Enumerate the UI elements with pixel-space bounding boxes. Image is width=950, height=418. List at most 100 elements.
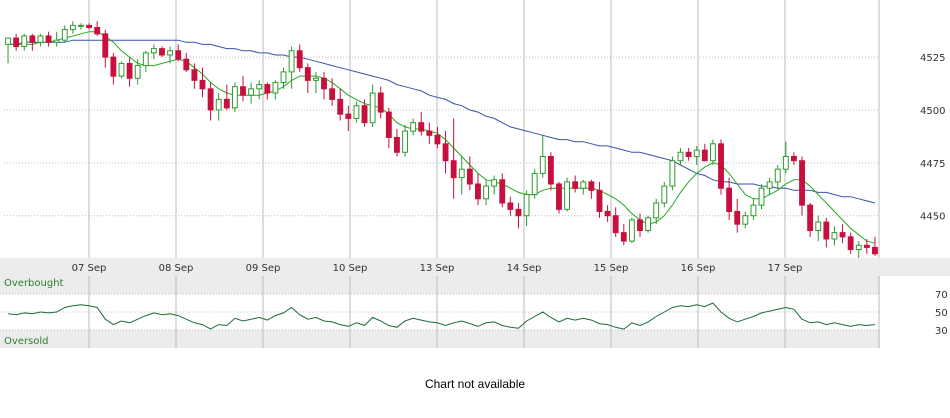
candle bbox=[531, 169, 538, 199]
candle bbox=[523, 190, 530, 227]
candlesticks bbox=[5, 21, 878, 258]
candle bbox=[304, 63, 311, 94]
candle bbox=[150, 44, 157, 60]
candle bbox=[215, 93, 222, 121]
candle bbox=[839, 224, 846, 244]
candle bbox=[572, 175, 579, 193]
time-x-axis: 07 Sep 08 Sep 09 Sep 10 Sep 13 Sep 14 Sep 15 S… bbox=[72, 263, 803, 274]
candle bbox=[507, 196, 514, 216]
candle bbox=[596, 181, 603, 218]
candle bbox=[442, 131, 449, 174]
candle bbox=[175, 44, 182, 62]
rsi-line bbox=[8, 302, 875, 330]
candle bbox=[774, 164, 781, 189]
candle bbox=[377, 86, 384, 119]
candle bbox=[661, 181, 668, 208]
candle bbox=[61, 25, 68, 43]
candle bbox=[256, 80, 263, 100]
price-chart: 4450 4475 4500 4525 07 Sep 08 Sep 09 Sep 10 Se… bbox=[0, 0, 950, 276]
x-tick-label: 09 Sep bbox=[246, 263, 281, 274]
candle bbox=[677, 148, 684, 165]
candle bbox=[207, 82, 214, 121]
candle bbox=[288, 46, 295, 89]
x-axis-band bbox=[0, 258, 950, 276]
candle bbox=[385, 107, 392, 149]
candle bbox=[669, 156, 676, 191]
candle bbox=[183, 52, 190, 72]
candle bbox=[807, 203, 814, 237]
candle bbox=[718, 139, 724, 195]
candle bbox=[5, 37, 11, 64]
price-y-axis: 4450 4475 4500 4525 bbox=[920, 53, 945, 223]
candle bbox=[823, 217, 830, 248]
candle bbox=[863, 238, 870, 254]
x-tick-label: 15 Sep bbox=[594, 263, 629, 274]
candle bbox=[750, 198, 757, 220]
candle bbox=[612, 207, 619, 237]
slow-moving-average-line bbox=[8, 39, 876, 204]
rsi-y-tick-label: 70 bbox=[935, 290, 948, 301]
candle bbox=[628, 217, 635, 244]
candle bbox=[312, 71, 319, 94]
candle bbox=[223, 84, 230, 110]
candle bbox=[588, 179, 595, 199]
candle bbox=[872, 236, 878, 256]
candle bbox=[847, 232, 854, 254]
candle bbox=[726, 177, 733, 220]
candle bbox=[815, 215, 822, 242]
y-tick-label: 4525 bbox=[920, 53, 945, 64]
candle bbox=[653, 198, 660, 225]
y-tick-label: 4450 bbox=[920, 212, 945, 223]
candle bbox=[709, 139, 716, 165]
x-tick-label: 07 Sep bbox=[72, 263, 107, 274]
candle bbox=[199, 67, 206, 98]
candle bbox=[353, 101, 360, 123]
candle bbox=[167, 46, 174, 64]
candle bbox=[685, 148, 692, 161]
candle bbox=[37, 33, 44, 47]
candle bbox=[69, 21, 76, 34]
candle bbox=[240, 76, 246, 102]
candle bbox=[159, 46, 165, 58]
chart-not-available-note: Chart not available bbox=[424, 377, 526, 391]
candle bbox=[580, 179, 587, 195]
candle bbox=[280, 67, 287, 89]
candle bbox=[418, 112, 425, 136]
moving-averages bbox=[8, 31, 876, 244]
candle bbox=[337, 88, 344, 121]
candle bbox=[410, 118, 417, 136]
candle bbox=[499, 173, 506, 208]
candle bbox=[13, 33, 20, 51]
candle bbox=[29, 33, 36, 51]
candle bbox=[645, 215, 652, 233]
y-tick-label: 4475 bbox=[920, 159, 945, 170]
candle bbox=[321, 71, 327, 100]
candle bbox=[450, 118, 457, 199]
fast-moving-average-line bbox=[8, 31, 876, 244]
candle bbox=[539, 135, 546, 178]
x-tick-label: 08 Sep bbox=[159, 263, 194, 274]
candle bbox=[547, 152, 554, 191]
rsi-y-tick-label: 30 bbox=[935, 326, 948, 337]
candle bbox=[296, 44, 303, 72]
candle bbox=[742, 211, 749, 229]
rsi-chart: Overbought Oversold 70 50 30 bbox=[0, 276, 948, 348]
candle bbox=[394, 129, 400, 157]
price-grid bbox=[4, 0, 880, 258]
candle bbox=[126, 57, 133, 87]
rsi-grid bbox=[0, 276, 880, 348]
candle bbox=[831, 226, 838, 246]
candle bbox=[231, 82, 238, 113]
candle bbox=[272, 80, 279, 100]
x-tick-label: 17 Sep bbox=[768, 263, 803, 274]
y-tick-label: 4500 bbox=[920, 106, 945, 117]
candle bbox=[564, 177, 571, 212]
candle bbox=[78, 23, 84, 30]
candle bbox=[791, 152, 797, 165]
candle bbox=[264, 82, 271, 100]
overbought-label: Overbought bbox=[4, 278, 64, 289]
candle bbox=[458, 156, 465, 195]
x-tick-label: 13 Sep bbox=[420, 263, 455, 274]
price-plot-area bbox=[4, 0, 879, 258]
candle bbox=[134, 59, 141, 85]
